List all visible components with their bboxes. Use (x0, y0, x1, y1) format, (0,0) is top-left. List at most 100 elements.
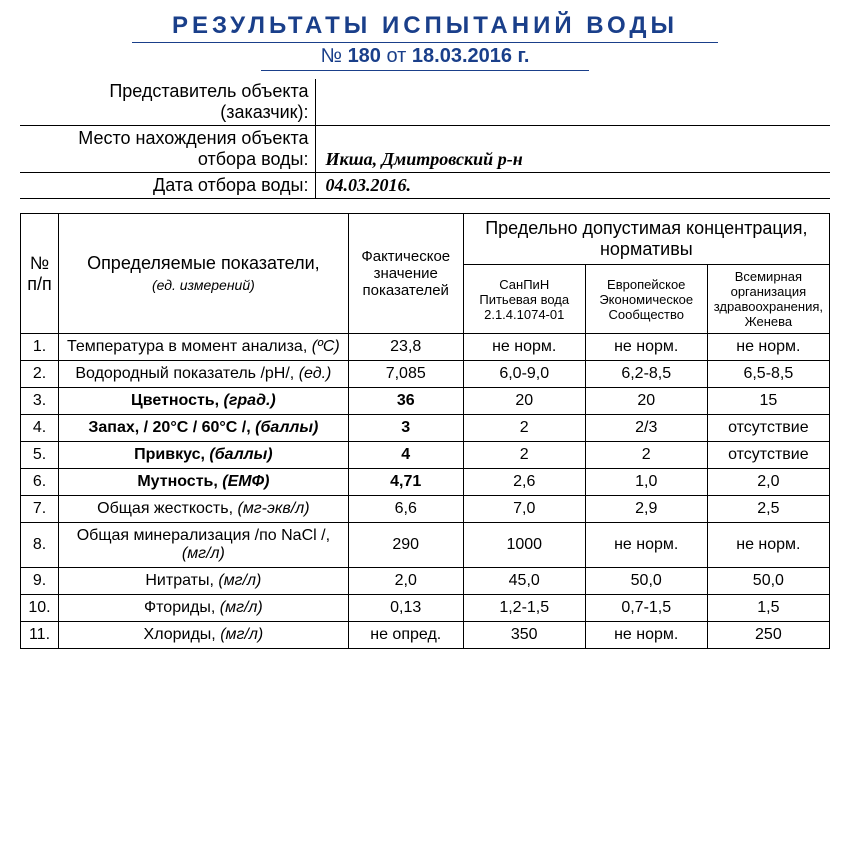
cell-actual: 3 (348, 415, 463, 442)
table-row: 5.Привкус, (баллы)422отсутствие (21, 442, 830, 469)
cell-std: 50,0 (707, 568, 829, 595)
cell-std: 250 (707, 622, 829, 649)
cell-std: 6,0-9,0 (463, 361, 585, 388)
cell-param: Хлориды, (мг/л) (59, 622, 349, 649)
cell-num: 1. (21, 334, 59, 361)
hdr-std2: Европейское Экономическое Сообщество (585, 265, 707, 334)
cell-param: Температура в момент анализа, (ºС) (59, 334, 349, 361)
cell-num: 2. (21, 361, 59, 388)
meta-row: Дата отбора воды: 04.03.2016. (20, 173, 830, 199)
hdr-param-text: Определяемые показатели, (87, 253, 320, 273)
cell-num: 7. (21, 496, 59, 523)
results-table: № п/п Определяемые показатели, (ед. изме… (20, 213, 830, 649)
cell-param: Привкус, (баллы) (59, 442, 349, 469)
meta-value: Икша, Дмитровский р-н (315, 126, 830, 173)
title-num-prefix: № (321, 45, 342, 67)
cell-std: 350 (463, 622, 585, 649)
cell-param: Запах, / 20°С / 60°С /, (баллы) (59, 415, 349, 442)
cell-std: 2,5 (707, 496, 829, 523)
table-row: 7.Общая жесткость, (мг-экв/л)6,67,02,92,… (21, 496, 830, 523)
cell-std: не норм. (585, 523, 707, 568)
cell-num: 11. (21, 622, 59, 649)
cell-std: 45,0 (463, 568, 585, 595)
table-row: 11.Хлориды, (мг/л)не опред.350не норм.25… (21, 622, 830, 649)
hdr-param: Определяемые показатели, (ед. измерений) (59, 214, 349, 334)
title-date: 18.03.2016 г. (412, 45, 530, 67)
cell-std: 2,6 (463, 469, 585, 496)
document-title: РЕЗУЛЬТАТЫ ИСПЫТАНИЙ ВОДЫ № 180 от 18.03… (20, 12, 830, 71)
cell-std: 1,0 (585, 469, 707, 496)
cell-actual: 6,6 (348, 496, 463, 523)
meta-label: Дата отбора воды: (20, 173, 315, 199)
cell-num: 4. (21, 415, 59, 442)
cell-actual: 23,8 (348, 334, 463, 361)
table-row: 6.Мутность, (ЕМФ)4,712,61,02,0 (21, 469, 830, 496)
cell-num: 8. (21, 523, 59, 568)
cell-std: 0,7-1,5 (585, 595, 707, 622)
cell-param: Водородный показатель /рН/, (ед.) (59, 361, 349, 388)
cell-std: не норм. (707, 523, 829, 568)
cell-num: 10. (21, 595, 59, 622)
cell-std: 20 (463, 388, 585, 415)
table-row: 4.Запах, / 20°С / 60°С /, (баллы)322/3от… (21, 415, 830, 442)
hdr-limits-group: Предельно допустимая концентрация, норма… (463, 214, 829, 265)
cell-std: не норм. (585, 622, 707, 649)
hdr-param-unit: (ед. измерений) (152, 277, 255, 293)
cell-param: Общая жесткость, (мг-экв/л) (59, 496, 349, 523)
meta-label: Представитель объекта (заказчик): (20, 79, 315, 126)
cell-param: Нитраты, (мг/л) (59, 568, 349, 595)
cell-actual: 0,13 (348, 595, 463, 622)
cell-std: 2,0 (707, 469, 829, 496)
cell-std: 1,5 (707, 595, 829, 622)
meta-row: Место нахождения объекта отбора воды: Ик… (20, 126, 830, 173)
title-ot: от (387, 45, 407, 67)
cell-actual: 290 (348, 523, 463, 568)
cell-param: Цветность, (град.) (59, 388, 349, 415)
cell-std: 2 (585, 442, 707, 469)
cell-std: 1,2-1,5 (463, 595, 585, 622)
cell-std: отсутствие (707, 415, 829, 442)
cell-actual: не опред. (348, 622, 463, 649)
cell-std: отсутствие (707, 442, 829, 469)
cell-actual: 4 (348, 442, 463, 469)
table-row: 10.Фториды, (мг/л)0,131,2-1,50,7-1,51,5 (21, 595, 830, 622)
hdr-std3: Всемирная организация здравоохранения, Ж… (707, 265, 829, 334)
table-row: 1.Температура в момент анализа, (ºС)23,8… (21, 334, 830, 361)
title-sub: № 180 от 18.03.2016 г. (261, 45, 590, 71)
cell-std: 6,5-8,5 (707, 361, 829, 388)
cell-actual: 4,71 (348, 469, 463, 496)
cell-actual: 2,0 (348, 568, 463, 595)
cell-std: не норм. (707, 334, 829, 361)
meta-row: Представитель объекта (заказчик): (20, 79, 830, 126)
table-row: 2.Водородный показатель /рН/, (ед.)7,085… (21, 361, 830, 388)
hdr-num: № п/п (21, 214, 59, 334)
table-header: № п/п Определяемые показатели, (ед. изме… (21, 214, 830, 334)
cell-param: Мутность, (ЕМФ) (59, 469, 349, 496)
cell-param: Фториды, (мг/л) (59, 595, 349, 622)
hdr-std1: СанПиН Питьевая вода 2.1.4.1074-01 (463, 265, 585, 334)
cell-std: 2 (463, 442, 585, 469)
table-row: 8.Общая минерализация /по NaCl /, (мг/л)… (21, 523, 830, 568)
cell-actual: 7,085 (348, 361, 463, 388)
meta-value (315, 79, 830, 126)
cell-std: 20 (585, 388, 707, 415)
cell-std: 2,9 (585, 496, 707, 523)
cell-num: 3. (21, 388, 59, 415)
cell-std: 6,2-8,5 (585, 361, 707, 388)
cell-num: 6. (21, 469, 59, 496)
title-main: РЕЗУЛЬТАТЫ ИСПЫТАНИЙ ВОДЫ (132, 12, 718, 43)
meta-table: Представитель объекта (заказчик): Место … (20, 79, 830, 199)
cell-std: не норм. (585, 334, 707, 361)
hdr-actual: Фактическое значение показателей (348, 214, 463, 334)
table-row: 3.Цветность, (град.)36202015 (21, 388, 830, 415)
table-row: 9.Нитраты, (мг/л)2,045,050,050,0 (21, 568, 830, 595)
table-body: 1.Температура в момент анализа, (ºС)23,8… (21, 334, 830, 649)
cell-std: 2 (463, 415, 585, 442)
cell-param: Общая минерализация /по NaCl /, (мг/л) (59, 523, 349, 568)
cell-std: 50,0 (585, 568, 707, 595)
meta-value: 04.03.2016. (315, 173, 830, 199)
cell-std: 7,0 (463, 496, 585, 523)
cell-std: 2/3 (585, 415, 707, 442)
cell-std: не норм. (463, 334, 585, 361)
cell-actual: 36 (348, 388, 463, 415)
